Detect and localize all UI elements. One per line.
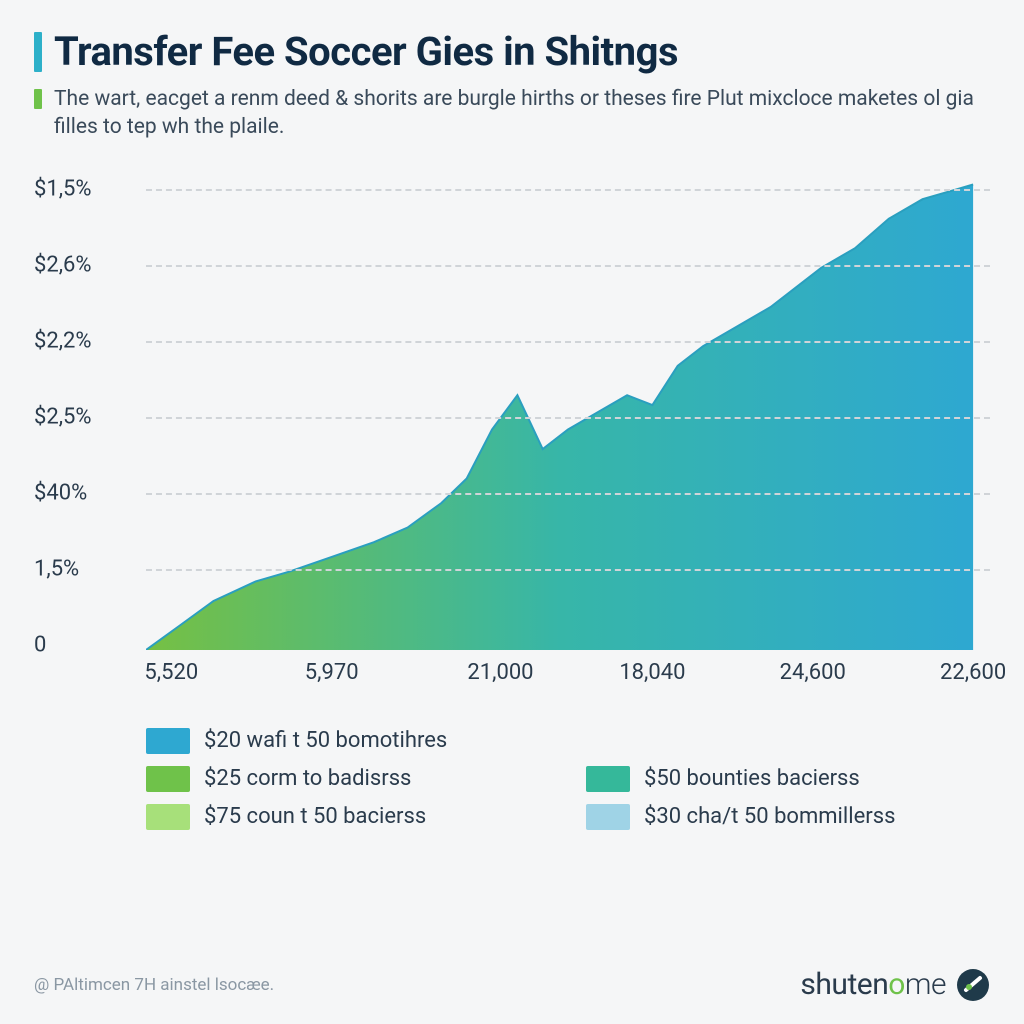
subtitle-accent-bar — [34, 89, 42, 109]
y-tick-label: $2,2% — [34, 328, 134, 353]
legend-item: $50 bounties bacierss — [586, 766, 1006, 792]
gridline — [146, 265, 990, 267]
area-chart-svg — [146, 160, 990, 650]
footer: @ PAltimcen 7H ainstel lsocæe. shutenome — [34, 967, 990, 1002]
y-tick-label: 0 — [34, 632, 134, 657]
y-tick-label: $2,6% — [34, 253, 134, 278]
brand: shutenome — [800, 967, 990, 1002]
legend-swatch — [146, 728, 190, 754]
chart-subtitle: The wart, eacget a renm deed & shorits a… — [54, 85, 974, 142]
legend-swatch — [586, 766, 630, 792]
legend-swatch — [586, 804, 630, 830]
legend-item: $25 corm to badisrss — [146, 766, 566, 792]
legend-item: $75 coun t 50 bacierss — [146, 804, 566, 830]
legend-label: $20 wafi t 50 bomotihres — [204, 728, 447, 753]
brand-logo-icon — [956, 968, 990, 1002]
x-tick-label: 5,970 — [305, 660, 359, 685]
y-tick-label: $2,5% — [34, 404, 134, 429]
legend-label: $50 bounties bacierss — [644, 766, 860, 791]
x-tick-label: 18,040 — [619, 660, 685, 685]
title-accent-bar — [34, 32, 42, 72]
legend: $20 wafi t 50 bomotihres $25 corm to badi… — [146, 728, 990, 830]
x-axis-labels: 5,5205,97021,00018,04024,60022,600 — [146, 660, 990, 700]
y-tick-label: $1,5% — [34, 177, 134, 202]
subtitle-row: The wart, eacget a renm deed & shorits a… — [34, 85, 990, 142]
y-axis-labels: $1,5%$2,6%$2,2%$2,5%$40%1,5%0 — [34, 160, 146, 650]
legend-label: $25 corm to badisrss — [204, 766, 411, 791]
legend-swatch — [146, 804, 190, 830]
legend-label: $30 cha/t 50 bommillerss — [644, 804, 895, 829]
legend-label: $75 coun t 50 bacierss — [204, 804, 426, 829]
legend-item: $30 cha/t 50 bommillerss — [586, 804, 1006, 830]
plot-area — [146, 160, 990, 650]
x-tick-label: 5,520 — [144, 660, 198, 685]
x-tick-label: 21,000 — [467, 660, 533, 685]
gridline — [146, 417, 990, 419]
chart-title: Transfer Fee Soccer Gies in Shitngs — [54, 28, 678, 75]
x-tick-label: 22,600 — [940, 660, 1006, 685]
credit-text: @ PAltimcen 7H ainstel lsocæe. — [34, 975, 274, 995]
title-row: Transfer Fee Soccer Gies in Shitngs — [34, 28, 990, 75]
chart: $1,5% $2,6% $2,2% $2,5% $40% 1,5% 0 5,520 5,970… — [34, 160, 990, 720]
x-tick-label: 24,600 — [780, 660, 846, 685]
gridline — [146, 341, 990, 343]
gridline — [146, 569, 990, 571]
y-tick-label: 1,5% — [34, 556, 134, 581]
brand-text: shutenome — [800, 967, 946, 1002]
gridline — [146, 189, 990, 191]
gridline — [146, 493, 990, 495]
y-tick-label: $40% — [34, 480, 134, 505]
legend-item: $20 wafi t 50 bomotihres — [146, 728, 566, 754]
legend-swatch — [146, 766, 190, 792]
